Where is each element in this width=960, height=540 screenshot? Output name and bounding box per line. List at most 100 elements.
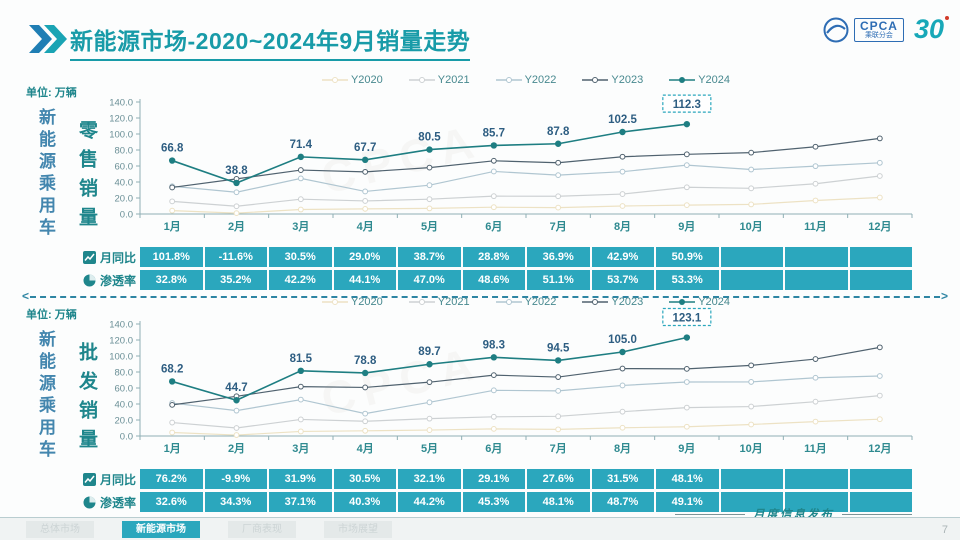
table-cell: -9.9% <box>204 469 267 489</box>
table-cell: 38.7% <box>398 247 461 267</box>
svg-text:60.0: 60.0 <box>115 384 134 395</box>
tab-nev-market[interactable]: 新能源市场 <box>122 521 200 538</box>
double-chevron-icon <box>29 25 67 53</box>
page-number: 7 <box>941 524 948 536</box>
table-cell <box>785 270 848 290</box>
watermark: CPCA <box>316 114 487 204</box>
table-cell: 76.2% <box>140 469 203 489</box>
table-cell: -11.6% <box>204 247 267 267</box>
cpca-logo-subtext: 乘联分会 <box>864 31 893 39</box>
chart-legend: Y2020 Y2021 Y2022 Y2023 Y2024 <box>140 296 912 308</box>
cpca-emblem-icon <box>823 17 849 42</box>
table-cell: 34.3% <box>204 492 267 512</box>
svg-text:100.0: 100.0 <box>109 130 133 141</box>
svg-text:40.0: 40.0 <box>115 400 134 411</box>
table-cell: 27.6% <box>527 469 590 489</box>
note-right-rule <box>842 513 912 515</box>
table-cell: 47.0% <box>398 270 461 290</box>
retail-section: 单位: 万辆 新能源乘用车 零售销量 CPCA Y2020 Y2021 Y2022 Y… <box>0 72 960 294</box>
svg-text:10月: 10月 <box>740 220 763 233</box>
table-cell: 35.2% <box>204 270 267 290</box>
table-cell: 29.0% <box>333 247 396 267</box>
svg-text:102.5: 102.5 <box>608 114 637 126</box>
svg-text:123.1: 123.1 <box>672 313 701 325</box>
note-left-rule <box>675 513 745 515</box>
table-cell: 42.9% <box>591 247 654 267</box>
table-cell: 31.9% <box>269 469 332 489</box>
tab-overall-market[interactable]: 总体市场 <box>26 521 94 538</box>
svg-text:11月: 11月 <box>804 220 827 233</box>
retail-line-chart: 0.0 20.0 40.0 60.0 80.0 100.0 120.0 140.0 1月 2月 3月… <box>109 94 913 233</box>
svg-text:9月: 9月 <box>678 442 695 455</box>
legend-item-y2021: Y2021 <box>408 296 470 308</box>
svg-text:2月: 2月 <box>228 442 245 455</box>
legend-item-y2022: Y2022 <box>495 74 556 86</box>
svg-text:20.0: 20.0 <box>115 416 134 427</box>
svg-text:67.7: 67.7 <box>354 142 376 154</box>
page-title: 新能源市场-2020~2024年9月销量走势 <box>70 22 471 61</box>
svg-text:9月: 9月 <box>678 220 695 233</box>
table-cell: 48.7% <box>591 492 654 512</box>
svg-text:80.0: 80.0 <box>115 368 134 379</box>
svg-text:12月: 12月 <box>868 442 891 455</box>
legend-item-y2022: Y2022 <box>495 296 556 308</box>
table-cell: 28.8% <box>462 247 525 267</box>
yoy-row-label: 月同比 <box>44 247 136 267</box>
chart-legend: Y2020 Y2021 Y2022 Y2023 Y2024 <box>140 74 912 86</box>
svg-text:78.8: 78.8 <box>354 355 377 367</box>
svg-text:66.8: 66.8 <box>161 143 184 155</box>
svg-text:100.0: 100.0 <box>109 352 133 363</box>
table-cell: 45.3% <box>462 492 525 512</box>
table-cell: 48.6% <box>462 270 525 290</box>
svg-text:4月: 4月 <box>357 220 374 233</box>
table-cell: 42.2% <box>269 270 332 290</box>
table-cell <box>849 247 912 267</box>
footer-tabs: 总体市场 新能源市场 厂商表现 市场展望 <box>26 521 392 538</box>
svg-text:3月: 3月 <box>292 220 309 233</box>
tab-market-outlook[interactable]: 市场展望 <box>324 521 392 538</box>
table-row-labels: 月同比 渗透率 <box>44 469 136 515</box>
svg-text:120.0: 120.0 <box>109 114 133 125</box>
svg-text:80.5: 80.5 <box>418 132 441 144</box>
svg-text:80.0: 80.0 <box>115 146 134 157</box>
svg-text:71.4: 71.4 <box>290 139 313 151</box>
svg-text:112.3: 112.3 <box>673 99 701 111</box>
cpca-logo-text: CPCA <box>859 18 898 33</box>
svg-text:40.0: 40.0 <box>115 178 134 189</box>
table-cell: 53.3% <box>656 270 719 290</box>
svg-text:6月: 6月 <box>485 220 502 233</box>
watermark: CPCA <box>316 336 487 426</box>
data-table: 101.8% -11.6% 30.5% 29.0% 38.7% 28.8% 36.9% 42.… <box>140 247 912 290</box>
wholesale-section: 单位: 万辆 新能源乘用车 批发销量 CPCA Y2020 Y2021 Y2022 Y… <box>0 294 960 516</box>
cpca-logo-box: CPCA 乘联分会 <box>853 17 904 42</box>
svg-text:94.5: 94.5 <box>547 342 570 354</box>
table-cell: 30.5% <box>333 469 396 489</box>
right-arrow-icon: > <box>940 289 948 303</box>
table-cell: 49.1% <box>656 492 719 512</box>
line-chart-icon <box>82 250 96 264</box>
category-label: 零售销量 <box>76 120 97 236</box>
svg-text:8月: 8月 <box>614 220 631 233</box>
tab-manufacturer-performance[interactable]: 厂商表现 <box>228 521 296 538</box>
svg-text:7月: 7月 <box>550 442 567 455</box>
title-suffix: -2020~2024年9月销量走势 <box>187 28 471 54</box>
legend-item-y2021: Y2021 <box>408 74 470 86</box>
table-cell: 48.1% <box>527 492 590 512</box>
category-label: 批发销量 <box>76 342 97 458</box>
penetration-row-label: 渗透率 <box>44 270 136 290</box>
table-cell: 51.1% <box>527 270 590 290</box>
svg-text:8月: 8月 <box>614 442 631 455</box>
table-cell: 48.1% <box>656 469 719 489</box>
table-cell: 32.8% <box>140 270 203 290</box>
table-cell: 44.1% <box>333 270 396 290</box>
data-table: 76.2% -9.9% 31.9% 30.5% 32.1% 29.1% 27.6% 31.5%… <box>140 469 912 512</box>
svg-text:4月: 4月 <box>357 442 374 455</box>
table-cell: 30.5% <box>269 247 332 267</box>
table-cell: 32.1% <box>398 469 461 489</box>
table-cell <box>720 247 783 267</box>
svg-text:10月: 10月 <box>740 442 763 455</box>
svg-text:68.2: 68.2 <box>161 363 183 375</box>
anniversary-30-logo: 30 <box>913 14 950 44</box>
table-cell: 101.8% <box>140 247 203 267</box>
legend-item-y2024: Y2024 <box>669 74 730 86</box>
